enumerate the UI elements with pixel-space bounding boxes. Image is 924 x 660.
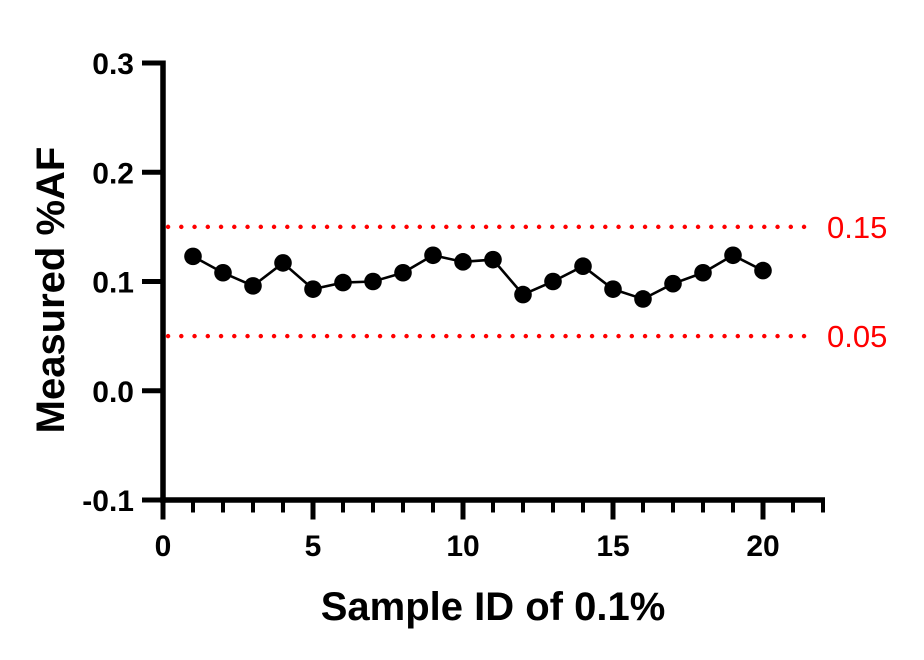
reference-line-label: 0.15 [827,210,887,245]
y-axis-tick-label: 0.0 [92,376,134,409]
data-point [544,272,562,291]
data-point [364,272,382,291]
axes-layer: 0.3 0.2 0.1 0.0 -0.1 0 5 10 15 20 [82,48,825,563]
data-point [334,273,352,292]
data-point [634,290,652,308]
data-point [244,277,262,295]
y-axis-tick-label: 0.2 [92,157,134,190]
x-axis-tick-label: 15 [596,530,629,563]
x-axis-tick-label: 20 [746,530,779,563]
data-series-layer [184,246,772,308]
x-axis-tick-label: 5 [305,530,322,563]
data-point [394,263,412,282]
data-point [304,280,322,298]
y-axis-tick-label: 0.1 [92,267,134,300]
data-point [424,246,442,265]
data-point [604,280,622,298]
data-point [724,246,742,265]
x-axis-tick-label: 0 [155,530,172,563]
data-point [694,263,712,282]
y-axis-tick-label: 0.3 [92,48,134,81]
data-point [754,261,772,280]
x-axis-tick-label: 10 [446,530,479,563]
data-point [574,257,592,276]
data-point [184,247,202,266]
x-axis-title: Sample ID of 0.1% [321,585,666,629]
y-axis-title: Measured %AF [29,147,73,434]
data-point [664,274,682,293]
data-point [214,263,232,282]
y-axis-tick-label: -0.1 [82,485,134,518]
data-point [454,253,472,271]
data-point [484,250,502,269]
data-point [514,285,532,304]
reference-lines-layer: 0.15 0.05 [165,210,887,354]
reference-line-label: 0.05 [827,319,887,354]
data-point [274,254,292,272]
